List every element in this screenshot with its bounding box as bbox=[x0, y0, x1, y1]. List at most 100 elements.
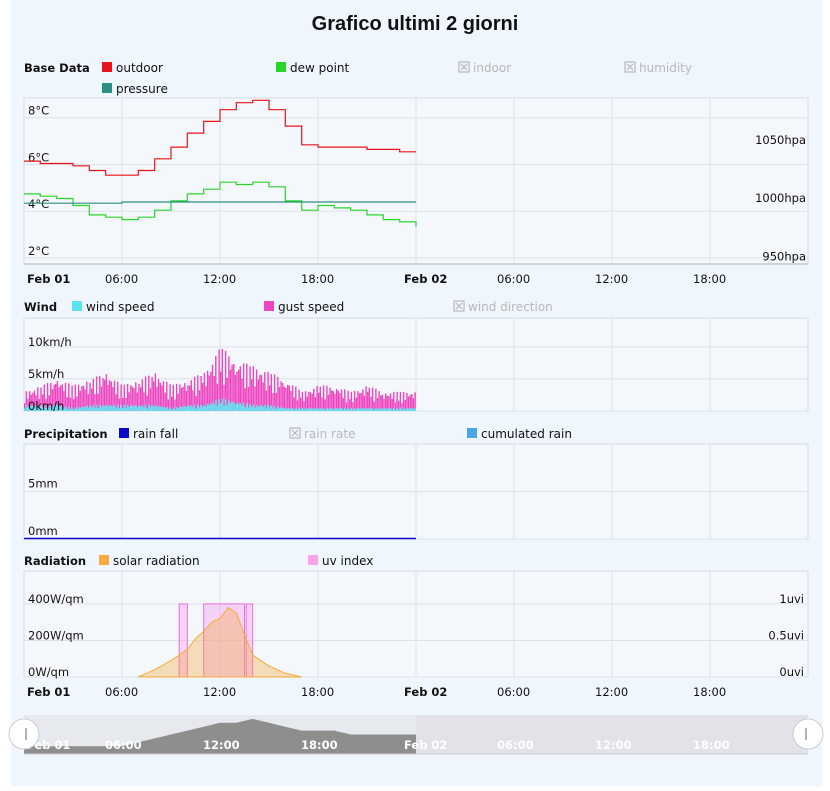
navigator-mask bbox=[416, 715, 808, 754]
bar bbox=[175, 383, 178, 411]
bar bbox=[148, 404, 150, 411]
bar bbox=[171, 396, 173, 411]
bar bbox=[322, 407, 325, 411]
bar bbox=[38, 398, 41, 411]
legend-item-wind-direction[interactable]: wind direction bbox=[453, 300, 553, 314]
bar bbox=[306, 408, 308, 411]
series-line-dew-point bbox=[24, 181, 417, 227]
bar bbox=[192, 407, 194, 411]
bar bbox=[91, 388, 93, 411]
legend-item-wind-speed[interactable]: wind speed bbox=[72, 300, 154, 314]
navigator-handle-left[interactable] bbox=[8, 718, 40, 750]
bar bbox=[229, 403, 232, 411]
bar bbox=[84, 389, 86, 411]
bar bbox=[316, 407, 318, 411]
bar bbox=[337, 390, 339, 411]
legend-item-outdoor[interactable]: outdoor bbox=[102, 61, 163, 75]
legend-item-gust-speed[interactable]: gust speed bbox=[264, 300, 344, 314]
bar bbox=[275, 408, 277, 411]
navigator-tick-label: Feb 02 bbox=[404, 738, 447, 752]
bar bbox=[367, 391, 369, 411]
bar bbox=[110, 381, 112, 411]
bar bbox=[331, 390, 333, 411]
bar bbox=[151, 376, 153, 411]
legend-item-uv-index[interactable]: uv index bbox=[308, 554, 373, 568]
bar bbox=[252, 366, 255, 411]
bar bbox=[161, 385, 163, 411]
bar bbox=[92, 378, 94, 411]
bar bbox=[125, 407, 127, 411]
bar bbox=[25, 404, 27, 411]
bar bbox=[117, 404, 119, 411]
bar bbox=[407, 408, 410, 411]
legend-item-humidity[interactable]: humidity bbox=[624, 61, 692, 75]
bar bbox=[280, 381, 282, 411]
bar bbox=[404, 409, 406, 411]
legend-label: dew point bbox=[290, 61, 350, 75]
bar bbox=[24, 403, 26, 411]
bar bbox=[27, 398, 29, 411]
bar bbox=[303, 409, 305, 411]
bar bbox=[63, 391, 65, 411]
bar bbox=[391, 398, 393, 411]
bar bbox=[55, 383, 57, 411]
bar bbox=[362, 408, 364, 411]
bar bbox=[92, 404, 94, 411]
bar bbox=[100, 406, 103, 411]
legend-disabled-icon bbox=[458, 61, 470, 73]
legend-swatch bbox=[102, 62, 112, 72]
bar bbox=[113, 380, 116, 411]
bar bbox=[35, 406, 37, 411]
bar bbox=[242, 402, 245, 411]
legend-item-indoor[interactable]: indoor bbox=[458, 61, 511, 75]
bar bbox=[386, 408, 388, 411]
bar bbox=[184, 405, 186, 411]
bar bbox=[94, 394, 96, 411]
bar bbox=[355, 409, 357, 411]
bar bbox=[329, 387, 331, 411]
bar bbox=[94, 407, 96, 411]
legend-item-cumulated-rain[interactable]: cumulated rain bbox=[467, 427, 572, 441]
bar bbox=[174, 399, 176, 411]
bar bbox=[48, 407, 50, 411]
legend-item-dew-point[interactable]: dew point bbox=[276, 61, 350, 75]
range-navigator[interactable]: Feb 01 06:00 12:00 18:00 Feb 02 06:00 12:00 18:… bbox=[8, 715, 824, 755]
bar bbox=[35, 395, 37, 411]
legend-label: pressure bbox=[116, 82, 168, 96]
bar bbox=[143, 407, 145, 411]
bar bbox=[218, 349, 220, 411]
bar bbox=[385, 408, 387, 411]
bar bbox=[301, 407, 304, 411]
bar bbox=[40, 387, 42, 411]
legend-item-rain-rate[interactable]: rain rate bbox=[289, 427, 355, 441]
legend-item-pressure[interactable]: pressure bbox=[102, 82, 168, 96]
y-tick-label-left: 5km/h bbox=[28, 367, 64, 381]
bar bbox=[282, 407, 284, 411]
bar bbox=[100, 386, 103, 411]
bar bbox=[104, 379, 106, 411]
bar bbox=[69, 409, 72, 411]
bar bbox=[267, 404, 269, 411]
bar bbox=[336, 388, 338, 411]
x-tick-label: Feb 02 bbox=[404, 272, 447, 286]
bar bbox=[399, 407, 402, 411]
bar bbox=[386, 395, 388, 411]
bar bbox=[373, 401, 375, 411]
legend-item-solar-radiation[interactable]: solar radiation bbox=[99, 554, 200, 568]
legend-label: uv index bbox=[322, 554, 373, 568]
legend-item-rain-fall[interactable]: rain fall bbox=[119, 427, 178, 441]
bar bbox=[283, 408, 286, 411]
bar bbox=[304, 391, 307, 411]
bar bbox=[236, 403, 238, 411]
bar bbox=[58, 387, 60, 411]
bar bbox=[319, 407, 321, 411]
bar bbox=[255, 404, 258, 411]
navigator-handle-right[interactable] bbox=[792, 718, 824, 750]
bar bbox=[287, 408, 289, 411]
bar bbox=[231, 364, 233, 411]
section-label-wind: Wind bbox=[24, 300, 57, 314]
bar bbox=[228, 356, 230, 411]
bar bbox=[33, 390, 36, 411]
bar bbox=[371, 407, 374, 411]
bar bbox=[352, 402, 354, 411]
